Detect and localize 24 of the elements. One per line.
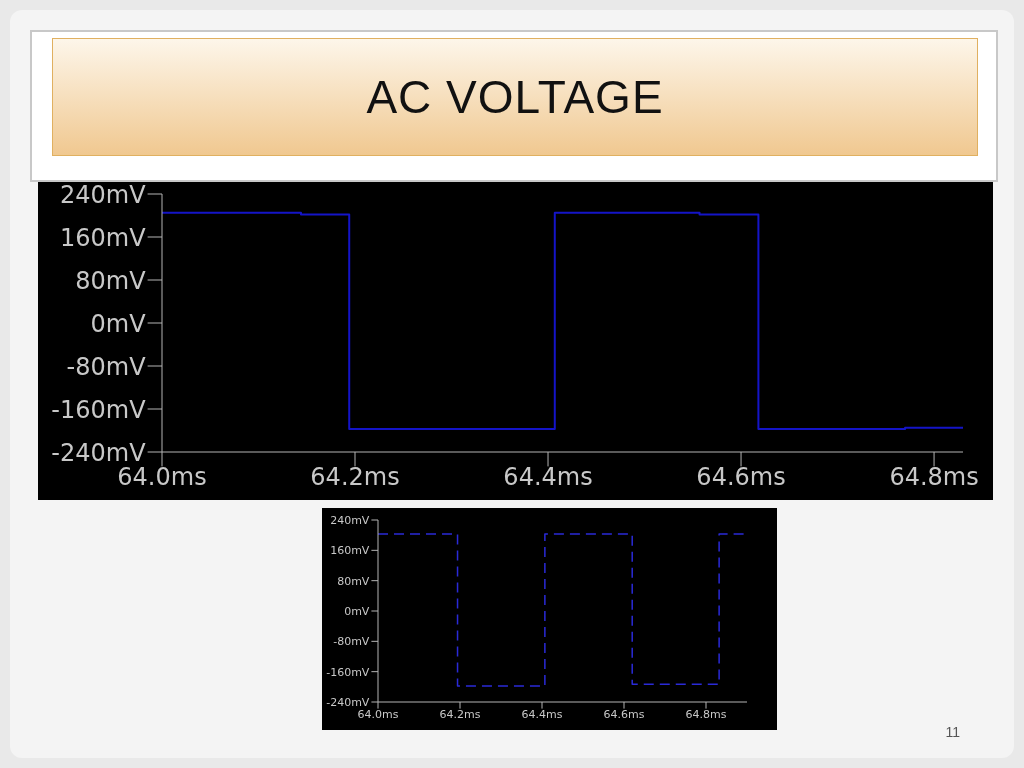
y-tick-label: -80mV [66, 352, 147, 381]
x-tick-label: 64.4ms [503, 463, 593, 492]
y-tick-label: 80mV [75, 266, 147, 295]
y-tick-label: -160mV [326, 665, 370, 679]
y-tick-label: 240mV [330, 513, 370, 527]
x-tick-label: 64.2ms [310, 463, 400, 492]
text: 11 [945, 724, 960, 740]
chart-title: AC VOLTAGE [366, 70, 664, 124]
y-tick-label: -240mV [326, 695, 370, 709]
x-tick-label: 64.0ms [357, 708, 399, 722]
x-tick-label: 64.8ms [685, 708, 727, 722]
x-tick-label: 64.2ms [439, 708, 481, 722]
y-tick-label: 160mV [330, 544, 370, 558]
y-tick-label: 80mV [337, 574, 370, 588]
y-tick-label: -160mV [51, 395, 147, 424]
y-tick-label: 0mV [344, 604, 370, 618]
y-tick-label: -80mV [333, 635, 370, 649]
y-tick-label: 160mV [59, 223, 147, 252]
x-tick-label: 64.8ms [889, 463, 979, 492]
x-tick-label: 64.6ms [696, 463, 786, 492]
y-tick-label: 240mV [59, 180, 147, 209]
y-tick-label: 0mV [90, 309, 147, 338]
x-tick-label: 64.4ms [521, 708, 563, 722]
x-tick-label: 64.6ms [603, 708, 645, 722]
